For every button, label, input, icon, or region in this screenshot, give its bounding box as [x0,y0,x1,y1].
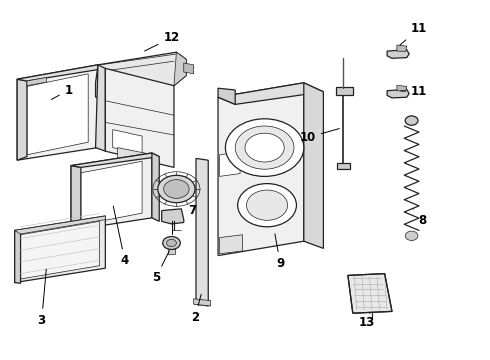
Polygon shape [17,79,27,160]
Polygon shape [337,163,350,169]
Text: 4: 4 [113,206,129,267]
Polygon shape [348,274,392,313]
Polygon shape [71,166,81,231]
Circle shape [235,126,294,169]
Circle shape [225,119,304,176]
Text: 12: 12 [145,31,180,51]
Text: 11: 11 [400,22,427,45]
Polygon shape [397,45,407,51]
Polygon shape [71,153,159,167]
Text: 9: 9 [275,234,284,270]
Polygon shape [184,63,194,74]
Text: 6: 6 [169,221,176,253]
Circle shape [405,231,418,240]
Circle shape [405,116,418,125]
Polygon shape [304,83,323,248]
Polygon shape [152,153,159,221]
Polygon shape [17,65,98,160]
Polygon shape [387,50,409,58]
Circle shape [158,175,195,203]
Polygon shape [218,88,235,104]
Circle shape [245,133,284,162]
Polygon shape [71,153,152,230]
Text: 1: 1 [51,84,73,99]
Polygon shape [15,216,105,234]
Text: 5: 5 [152,251,169,284]
Text: 11: 11 [401,85,427,98]
Text: 13: 13 [358,313,375,329]
Text: 3: 3 [38,269,46,327]
Text: 8: 8 [414,209,426,227]
Polygon shape [220,235,243,254]
Text: 2: 2 [191,294,201,324]
Polygon shape [174,52,186,86]
Circle shape [238,184,296,227]
Polygon shape [96,52,186,97]
Circle shape [246,190,288,220]
Polygon shape [220,152,240,176]
Polygon shape [218,83,323,104]
Polygon shape [194,299,211,306]
Polygon shape [15,216,105,283]
Polygon shape [81,161,142,225]
Polygon shape [96,65,105,151]
Polygon shape [27,77,47,86]
Text: 7: 7 [185,197,196,217]
Polygon shape [397,85,407,91]
Polygon shape [15,230,21,283]
Polygon shape [17,65,105,81]
Polygon shape [118,148,157,173]
Polygon shape [387,89,409,98]
Circle shape [167,239,176,247]
Polygon shape [27,74,88,155]
Circle shape [163,237,180,249]
Polygon shape [196,158,208,306]
Polygon shape [113,130,142,154]
Circle shape [164,180,189,198]
Polygon shape [162,209,184,224]
Polygon shape [21,221,99,279]
Polygon shape [336,87,353,95]
Polygon shape [168,243,175,254]
Text: 10: 10 [299,129,340,144]
Polygon shape [218,83,304,256]
Polygon shape [105,68,174,167]
